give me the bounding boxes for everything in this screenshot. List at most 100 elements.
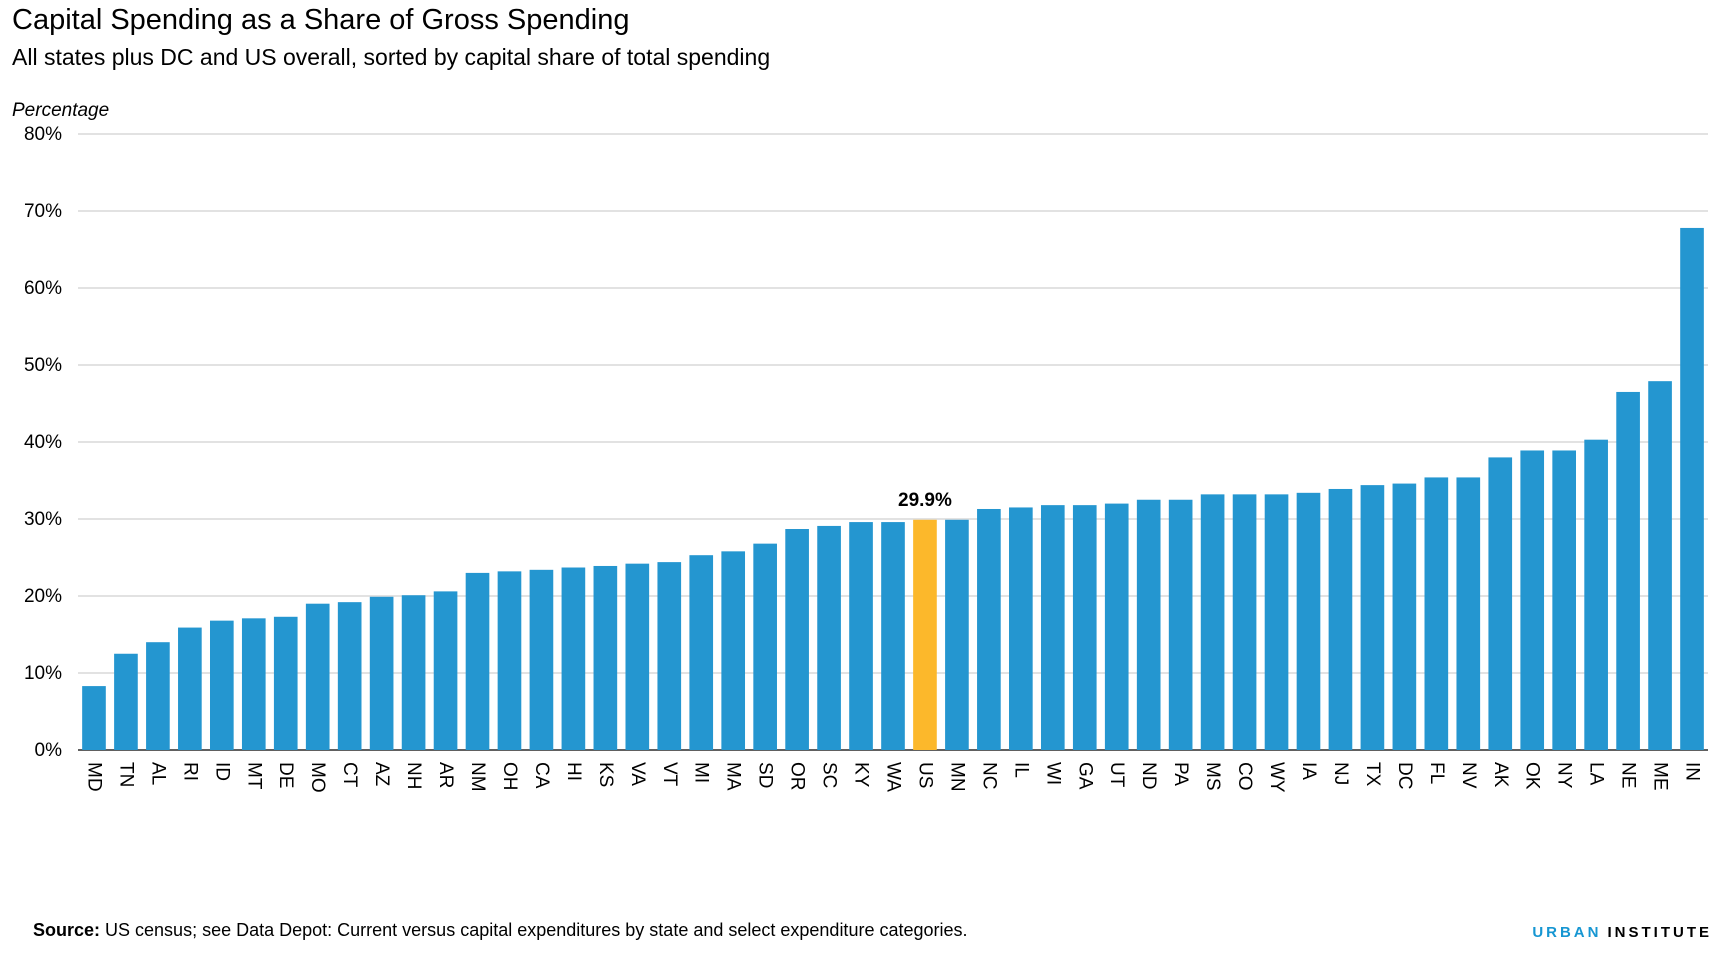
source-label: Source: — [33, 920, 101, 940]
y-tick-label: 50% — [24, 355, 62, 376]
bar-md — [82, 686, 106, 750]
bar-fl — [1424, 477, 1449, 750]
y-tick-label: 40% — [24, 432, 62, 453]
bar-or — [785, 529, 809, 750]
bar-va — [625, 563, 650, 750]
logo-urban: URBAN — [1532, 924, 1602, 941]
highlight-annotation: 29.9% — [898, 490, 952, 511]
x-tick-label: NM — [467, 762, 488, 792]
x-tick-label: CT — [339, 762, 360, 788]
y-tick-label: 80% — [24, 124, 62, 145]
x-tick-label: MI — [691, 762, 712, 783]
x-tick-label: MD — [83, 762, 104, 792]
x-tick-label: FL — [1426, 762, 1447, 784]
bar-nm — [465, 572, 490, 750]
x-axis-ticks: MD TN AL RI ID MT DE MO CT AZ NH AR NM OH CA HI KS VA VT MI… — [83, 762, 1702, 793]
x-tick-label: NE — [1618, 762, 1639, 788]
x-tick-label: KY — [851, 762, 872, 788]
bar-ca — [529, 569, 554, 750]
x-tick-label: ND — [1138, 762, 1159, 789]
bar-us — [913, 519, 937, 750]
x-tick-label: NJ — [1330, 762, 1351, 785]
bar-ms — [1200, 494, 1225, 750]
x-tick-label: GA — [1074, 762, 1095, 790]
bar-ga — [1072, 505, 1097, 750]
bar-ia — [1296, 492, 1321, 750]
bar-sd — [753, 543, 777, 750]
bar-nv — [1456, 477, 1481, 750]
bar-me — [1648, 381, 1672, 750]
x-tick-label: MA — [723, 762, 744, 791]
x-tick-label: TN — [115, 762, 136, 787]
bar-sc — [817, 525, 841, 750]
x-tick-label: RI — [179, 762, 200, 781]
x-tick-label: AZ — [371, 762, 392, 787]
bar-wi — [1040, 505, 1065, 750]
x-tick-label: NC — [978, 762, 999, 789]
bar-ut — [1104, 503, 1129, 750]
bar-ny — [1552, 450, 1577, 750]
x-tick-label: IL — [1010, 762, 1031, 778]
bar-ks — [593, 565, 618, 750]
bar-de — [273, 616, 298, 750]
y-tick-label: 0% — [35, 740, 63, 761]
x-tick-label: IN — [1682, 762, 1703, 781]
bar-la — [1584, 439, 1608, 750]
y-axis-label: Percentage — [12, 100, 110, 121]
urban-institute-logo: URBAN INSTITUTE — [1532, 924, 1712, 941]
x-tick-label: DE — [275, 762, 296, 788]
x-tick-label: US — [914, 762, 935, 788]
x-tick-label: MO — [307, 762, 328, 793]
bar-oh — [497, 571, 522, 750]
x-tick-label: NV — [1458, 762, 1479, 789]
bar-nd — [1136, 499, 1161, 750]
x-tick-label: DC — [1394, 762, 1415, 789]
y-tick-label: 30% — [24, 509, 62, 530]
bar-ct — [337, 602, 362, 750]
annotations: 29.9% — [898, 490, 952, 511]
x-tick-label: VT — [659, 762, 680, 787]
x-tick-label: ME — [1650, 762, 1671, 791]
source-text: US census; see Data Depot: Current versu… — [100, 920, 968, 940]
x-tick-label: ID — [211, 762, 232, 781]
bar-nj — [1328, 488, 1353, 750]
y-tick-label: 20% — [24, 586, 62, 607]
bar-nc — [977, 508, 1001, 750]
x-tick-label: WI — [1042, 762, 1063, 785]
logo-institute: INSTITUTE — [1607, 924, 1712, 941]
x-tick-label: HI — [563, 762, 584, 781]
bar-ak — [1488, 457, 1513, 750]
bar-chart: 0% 10% 20% 30% 40% 50% 60% 70% 80% MD TN AL RI ID MT D… — [24, 124, 1708, 793]
x-tick-label: OR — [787, 762, 808, 791]
bar-id — [209, 620, 234, 750]
bar-il — [1009, 507, 1033, 750]
bar-ne — [1616, 391, 1640, 750]
x-tick-label: CO — [1234, 762, 1255, 791]
x-tick-label: NH — [403, 762, 424, 789]
bar-wy — [1264, 494, 1289, 750]
x-tick-label: OK — [1522, 762, 1543, 790]
bar-co — [1232, 494, 1257, 750]
bar-az — [369, 596, 394, 750]
x-tick-label: IA — [1298, 762, 1319, 780]
x-tick-label: PA — [1170, 762, 1191, 786]
x-tick-label: MS — [1202, 762, 1223, 791]
bar-in — [1680, 227, 1704, 750]
x-tick-label: SC — [819, 762, 840, 788]
x-tick-label: MN — [946, 762, 967, 792]
bar-ar — [433, 591, 458, 750]
y-axis-ticks: 0% 10% 20% 30% 40% 50% 60% 70% 80% — [24, 124, 62, 761]
x-tick-label: UT — [1106, 762, 1127, 788]
chart-subtitle: All states plus DC and US overall, sorte… — [12, 44, 771, 70]
x-tick-label: CA — [531, 762, 552, 789]
source-note: Source: US census; see Data Depot: Curre… — [33, 920, 968, 941]
x-tick-label: AL — [147, 762, 168, 785]
bar-dc — [1392, 483, 1417, 750]
y-tick-label: 60% — [24, 278, 62, 299]
bar-vt — [657, 562, 682, 750]
chart-title: Capital Spending as a Share of Gross Spe… — [12, 4, 630, 36]
bar-nh — [401, 595, 426, 750]
bar-hi — [561, 567, 586, 750]
x-tick-label: AR — [435, 762, 456, 788]
x-tick-label: MT — [243, 762, 264, 790]
